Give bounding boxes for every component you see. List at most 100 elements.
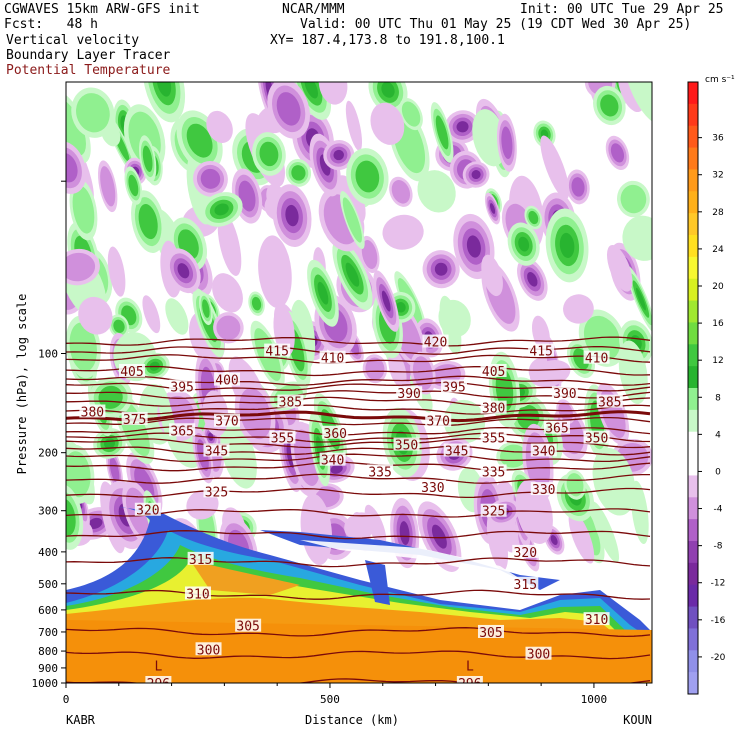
theta-label: 410 <box>585 352 608 367</box>
theta-label-bg <box>187 551 214 565</box>
updraft-region <box>317 281 329 305</box>
downdraft-region <box>531 315 550 351</box>
colorbar-swatch <box>688 606 698 629</box>
colorbar-swatch <box>688 475 698 498</box>
colorbar-tick-label: 4 <box>715 430 721 440</box>
theta-label: 315 <box>189 553 212 568</box>
theta-label-bg <box>79 404 106 418</box>
colorbar-tick-label: -16 <box>711 616 726 626</box>
updraft-region <box>500 444 527 468</box>
downdraft-region <box>318 82 348 105</box>
downdraft-region <box>481 254 503 297</box>
downdraft-region <box>109 457 120 484</box>
theta-label-bg <box>480 503 507 517</box>
downdraft-region <box>217 212 242 276</box>
plot-frame <box>65 81 653 684</box>
theta-label: 375 <box>123 413 146 428</box>
colorbar-tick-label: -12 <box>711 579 726 589</box>
theta-contour <box>66 416 651 427</box>
theta-label-bg <box>543 420 570 434</box>
theta-contour <box>66 365 651 377</box>
theta-contour <box>66 530 651 540</box>
theta-label: 325 <box>205 485 228 500</box>
updraft-region <box>142 145 153 172</box>
theta-contour <box>66 396 651 407</box>
theta-label: 355 <box>271 432 294 447</box>
theta-label-bg <box>583 430 610 444</box>
colorbar-swatch <box>688 256 698 280</box>
theta-label: 410 <box>321 352 344 367</box>
updraft-region <box>98 385 123 409</box>
theta-label-bg <box>269 430 296 444</box>
downdraft-region <box>142 295 161 334</box>
theta-label: 340 <box>321 454 344 469</box>
colorbar-swatch <box>688 388 698 411</box>
theta-label-bg <box>480 430 507 444</box>
colorbar-tick-label: 0 <box>715 467 721 477</box>
theta-label-bg <box>118 363 145 377</box>
theta-contour <box>66 404 651 415</box>
theta-label: 330 <box>421 481 444 496</box>
y-axis-label: Pressure (hPa), log scale <box>15 294 29 475</box>
theta-label: 415 <box>529 345 552 360</box>
colorbar-swatch <box>688 672 698 695</box>
colorbar-tick-label: 8 <box>715 393 721 403</box>
updraft-region <box>624 82 652 125</box>
downdraft-region <box>206 110 233 143</box>
downdraft-region <box>501 126 513 160</box>
theta-label: 330 <box>532 483 555 498</box>
theta-label: 296 <box>458 677 481 692</box>
y-tick-label: 500 <box>38 578 58 591</box>
theta-label-bg <box>422 334 449 348</box>
theta-contour <box>66 432 651 443</box>
downdraft-region <box>571 177 585 197</box>
updraft-region <box>600 94 619 117</box>
theta-label: 405 <box>120 365 143 380</box>
x-axis-label: Distance (km) <box>305 713 399 727</box>
forecast-hour: Fcst: 48 h <box>4 17 98 32</box>
theta-contour <box>66 678 651 683</box>
theta-label-bg <box>393 437 420 451</box>
model-title: CGWAVES 15km ARW-GFS init <box>4 2 200 17</box>
y-tick-label: 200 <box>38 447 58 460</box>
updraft-region <box>417 170 456 213</box>
downdraft-region <box>285 204 299 227</box>
left-endpoint-label: KABR <box>66 713 96 727</box>
potential-temperature-contours: 420 415 415 410 410 405 405 400 395 395 390 390 385 3… <box>66 334 651 692</box>
colorbar-tick-label: 20 <box>712 282 724 292</box>
updraft-region <box>186 123 213 158</box>
theta-contour <box>66 375 651 386</box>
downdraft-region <box>568 511 595 564</box>
theta-label: 310 <box>585 613 608 628</box>
colorbar-swatch <box>688 103 698 127</box>
updraft-region <box>342 197 362 243</box>
colorbar-swatch <box>688 278 698 302</box>
updraft-region <box>66 98 86 156</box>
theta-label-bg <box>441 379 468 393</box>
theta-label: 365 <box>170 424 193 439</box>
colorbar-swatch <box>688 628 698 651</box>
colorbar-swatch <box>688 562 698 586</box>
updraft-region <box>395 302 406 313</box>
theta-label: 400 <box>215 374 238 389</box>
colorbar-swatch <box>688 169 698 192</box>
updraft-region <box>435 115 449 150</box>
downdraft-region <box>471 170 481 180</box>
downdraft-region <box>333 149 345 161</box>
downdraft-region <box>177 263 190 279</box>
colorbar-swatch <box>688 147 698 170</box>
theta-contour <box>66 410 651 423</box>
updraft-region <box>76 93 110 133</box>
y-tick-label: 400 <box>38 546 58 559</box>
theta-label: 395 <box>170 381 193 396</box>
theta-label: 296 <box>147 677 170 692</box>
init-time: Init: 00 UTC Tue 29 Apr 25 <box>520 2 724 17</box>
updraft-region <box>304 82 318 99</box>
updraft-region <box>622 215 652 261</box>
downdraft-region <box>216 315 241 340</box>
updraft-region <box>472 109 507 167</box>
downdraft-region <box>66 252 96 282</box>
updraft-region <box>438 299 471 338</box>
downdraft-region <box>345 100 363 151</box>
